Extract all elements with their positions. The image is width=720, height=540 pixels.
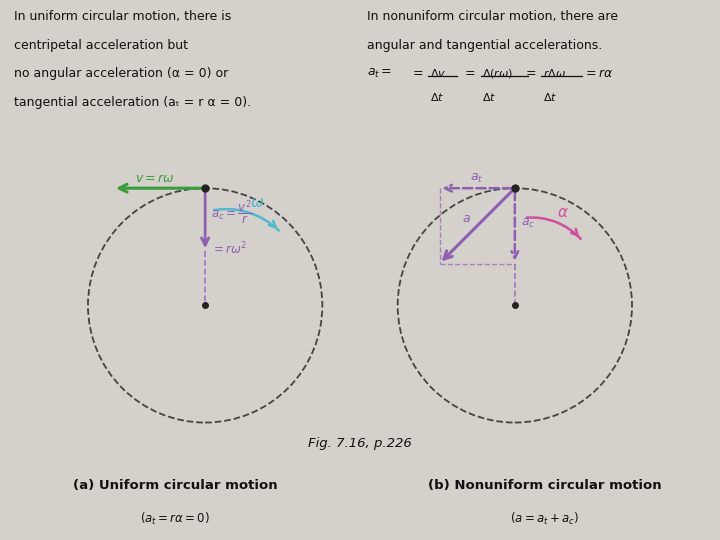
Text: $\Delta t$: $\Delta t$ (543, 91, 557, 103)
Text: angular and tangential accelerations.: angular and tangential accelerations. (367, 39, 603, 52)
Text: In nonuniform circular motion, there are: In nonuniform circular motion, there are (367, 10, 618, 23)
Text: $r\Delta\omega$: $r\Delta\omega$ (543, 68, 566, 79)
Text: $\Delta(r\omega)$: $\Delta(r\omega)$ (482, 68, 513, 80)
Text: =: = (465, 68, 476, 80)
Text: =: = (413, 68, 423, 80)
Text: $a_t = $: $a_t = $ (367, 68, 392, 80)
Text: $\Delta v$: $\Delta v$ (430, 68, 446, 79)
Text: $(a_t = r\alpha = 0)$: $(a_t = r\alpha = 0)$ (140, 511, 210, 527)
Text: =: = (526, 68, 536, 80)
Text: (b) Nonuniform circular motion: (b) Nonuniform circular motion (428, 479, 662, 492)
Text: $\omega$: $\omega$ (250, 195, 264, 211)
Text: In uniform circular motion, there is: In uniform circular motion, there is (14, 10, 232, 23)
Text: $\Delta t$: $\Delta t$ (482, 91, 497, 103)
Text: $= r\alpha$: $= r\alpha$ (583, 68, 613, 80)
Text: $= r\omega^2$: $= r\omega^2$ (212, 241, 248, 257)
Text: $(a = a_t + a_c)$: $(a = a_t + a_c)$ (510, 511, 580, 527)
Text: $a_c$: $a_c$ (521, 217, 536, 230)
Text: $\alpha$: $\alpha$ (557, 205, 568, 220)
Text: Fig. 7.16, p.226: Fig. 7.16, p.226 (308, 437, 412, 450)
Text: (a) Uniform circular motion: (a) Uniform circular motion (73, 479, 277, 492)
Text: $a_t$: $a_t$ (470, 172, 484, 185)
Text: $v = r\omega$: $v = r\omega$ (135, 172, 174, 185)
Text: $\Delta t$: $\Delta t$ (430, 91, 444, 103)
Text: tangential acceleration (aₜ = r α = 0).: tangential acceleration (aₜ = r α = 0). (14, 96, 251, 109)
Text: no angular acceleration (α = 0) or: no angular acceleration (α = 0) or (14, 68, 229, 80)
Text: $a_c = \dfrac{v^2}{r}$: $a_c = \dfrac{v^2}{r}$ (212, 199, 253, 227)
Text: $a$: $a$ (462, 212, 471, 225)
Text: centripetal acceleration but: centripetal acceleration but (14, 39, 189, 52)
